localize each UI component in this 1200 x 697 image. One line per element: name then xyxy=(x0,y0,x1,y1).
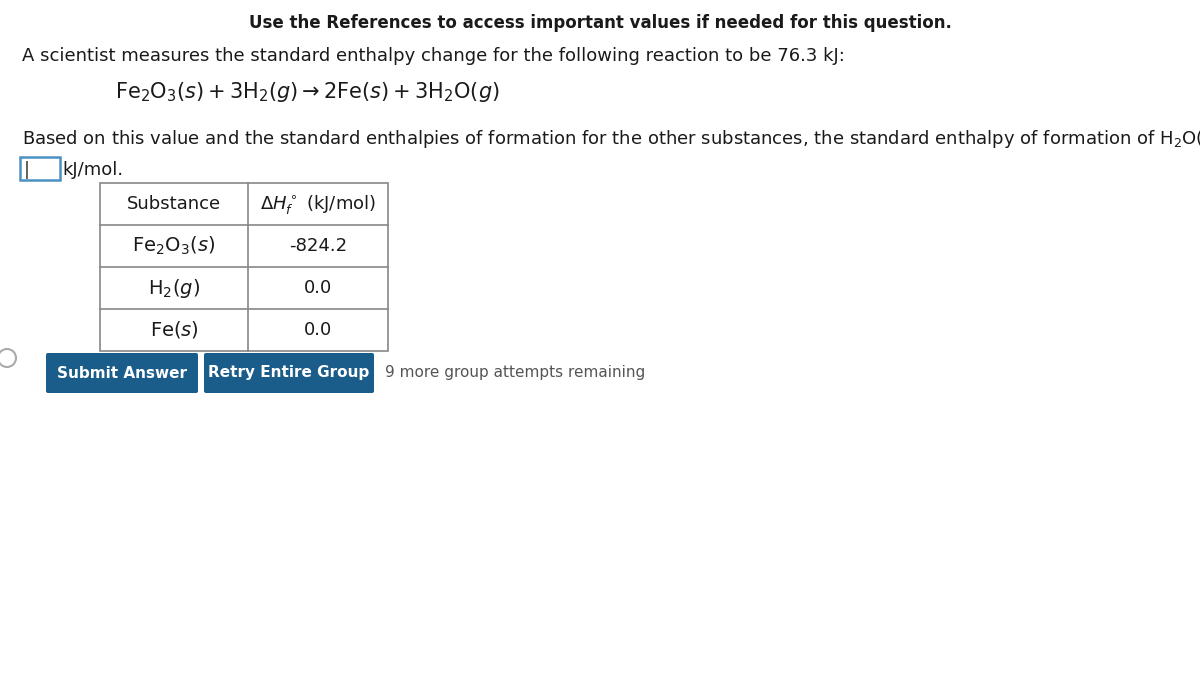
Bar xyxy=(100,183,388,351)
Text: 0.0: 0.0 xyxy=(304,321,332,339)
Text: Retry Entire Group: Retry Entire Group xyxy=(209,365,370,381)
Text: -824.2: -824.2 xyxy=(289,237,347,255)
Text: $\mathrm{Fe_2O_3}(s) + 3\mathrm{H_2}(g) \rightarrow 2\mathrm{Fe}(s) + 3\mathrm{H: $\mathrm{Fe_2O_3}(s) + 3\mathrm{H_2}(g) … xyxy=(115,80,499,104)
Text: 9 more group attempts remaining: 9 more group attempts remaining xyxy=(385,365,646,381)
Text: $\mathrm{Fe_2O_3}(s)$: $\mathrm{Fe_2O_3}(s)$ xyxy=(132,235,216,257)
Text: |: | xyxy=(24,161,30,179)
Text: $\Delta H_f^\circ\ \mathrm{(kJ/mol)}$: $\Delta H_f^\circ\ \mathrm{(kJ/mol)}$ xyxy=(260,192,376,215)
Text: Use the References to access important values if needed for this question.: Use the References to access important v… xyxy=(248,14,952,32)
Text: 0.0: 0.0 xyxy=(304,279,332,297)
Text: kJ/mol.: kJ/mol. xyxy=(62,161,124,179)
FancyBboxPatch shape xyxy=(20,157,60,180)
FancyBboxPatch shape xyxy=(46,353,198,393)
Text: $\mathrm{H_2}(g)$: $\mathrm{H_2}(g)$ xyxy=(148,277,200,300)
FancyBboxPatch shape xyxy=(204,353,374,393)
Text: A scientist measures the standard enthalpy change for the following reaction to : A scientist measures the standard enthal… xyxy=(22,47,845,65)
Text: Submit Answer: Submit Answer xyxy=(58,365,187,381)
Text: Substance: Substance xyxy=(127,195,221,213)
Text: Based on this value and the standard enthalpies of formation for the other subst: Based on this value and the standard ent… xyxy=(22,128,1200,150)
Text: $\mathrm{Fe}(s)$: $\mathrm{Fe}(s)$ xyxy=(150,319,198,341)
